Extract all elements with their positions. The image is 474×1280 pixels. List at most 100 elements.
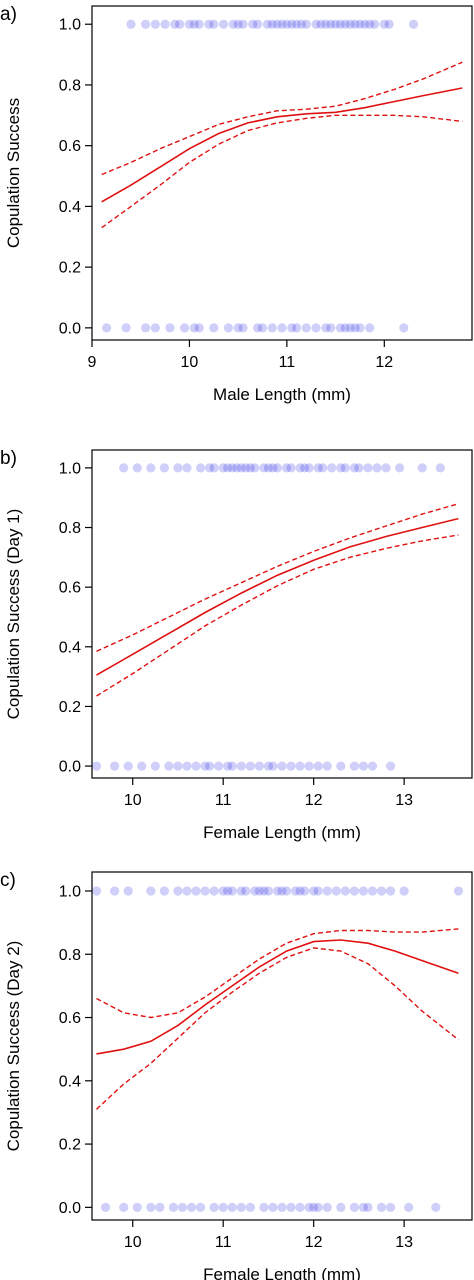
data-point bbox=[140, 19, 151, 29]
data-point bbox=[227, 1202, 237, 1212]
data-point bbox=[304, 463, 314, 473]
data-point bbox=[313, 463, 323, 473]
fit-line bbox=[96, 517, 459, 676]
data-point bbox=[146, 1202, 156, 1212]
data-point bbox=[281, 463, 292, 473]
data-point bbox=[126, 19, 136, 29]
data-point bbox=[223, 886, 233, 896]
data-point bbox=[282, 19, 292, 29]
data-point bbox=[349, 761, 359, 771]
data-point bbox=[365, 19, 375, 29]
data-point bbox=[236, 886, 246, 896]
data-point bbox=[194, 19, 204, 29]
y-tick-label: 0.0 bbox=[59, 1200, 81, 1217]
data-point bbox=[165, 323, 175, 333]
data-point bbox=[287, 19, 297, 29]
data-point bbox=[248, 19, 258, 29]
data-point bbox=[277, 886, 287, 896]
data-point bbox=[385, 1202, 396, 1212]
data-point bbox=[123, 761, 133, 771]
data-point bbox=[376, 1202, 387, 1212]
panel-b: b) 0.0 0.2 0.4 0.6 0.8 1.0 10 11 12 13 Female Lengt… bbox=[0, 448, 473, 842]
y-tick-label: 0.2 bbox=[59, 260, 81, 277]
data-point bbox=[295, 886, 305, 896]
x-tick-label: 11 bbox=[279, 354, 296, 371]
data-point bbox=[182, 463, 192, 473]
y-axis-title: Copulation Success bbox=[4, 98, 23, 248]
data-point bbox=[254, 886, 264, 896]
y-tick-label: 0.0 bbox=[59, 320, 81, 337]
data-point bbox=[311, 19, 321, 29]
data-point bbox=[336, 463, 346, 473]
data-point bbox=[102, 323, 112, 333]
y-tick-label: 0.4 bbox=[59, 199, 81, 216]
data-point bbox=[349, 886, 359, 896]
data-point bbox=[304, 761, 314, 771]
ci-upper-line bbox=[96, 928, 459, 1019]
data-point bbox=[150, 19, 160, 29]
data-point bbox=[146, 886, 156, 896]
data-point bbox=[431, 1202, 441, 1212]
data-point bbox=[408, 19, 419, 29]
data-point bbox=[204, 19, 214, 29]
data-point bbox=[123, 886, 133, 896]
data-point bbox=[417, 463, 427, 473]
data-point bbox=[435, 463, 445, 473]
data-point bbox=[296, 19, 307, 29]
data-point bbox=[245, 1202, 255, 1212]
data-point bbox=[286, 463, 296, 473]
data-point bbox=[268, 1202, 278, 1212]
data-point bbox=[349, 463, 359, 473]
x-tick-label: 10 bbox=[181, 354, 199, 371]
data-point bbox=[191, 886, 201, 896]
data-point bbox=[350, 19, 360, 29]
data-point bbox=[301, 19, 311, 29]
data-point bbox=[195, 1202, 206, 1212]
data-point bbox=[132, 1202, 142, 1212]
x-tick-label: 10 bbox=[124, 1234, 142, 1251]
plot-frame bbox=[91, 871, 473, 1221]
data-point bbox=[281, 886, 292, 896]
data-point bbox=[223, 463, 233, 473]
data-point bbox=[195, 463, 206, 473]
data-point bbox=[399, 886, 409, 896]
data-point bbox=[110, 886, 120, 896]
data-point bbox=[194, 323, 204, 333]
data-point bbox=[233, 19, 243, 29]
data-point bbox=[170, 19, 180, 29]
data-point bbox=[272, 463, 283, 473]
data-point bbox=[309, 886, 319, 896]
y-tick-label: 0.6 bbox=[59, 580, 81, 597]
data-point bbox=[160, 19, 170, 29]
plot-frame bbox=[91, 449, 473, 779]
data-point bbox=[159, 463, 169, 473]
data-point bbox=[173, 761, 183, 771]
data-point bbox=[322, 761, 332, 771]
data-point bbox=[354, 463, 364, 473]
data-point bbox=[177, 1202, 188, 1212]
x-tick-label: 10 bbox=[124, 792, 142, 809]
x-tick-label: 12 bbox=[375, 354, 393, 371]
data-point bbox=[250, 886, 260, 896]
data-point bbox=[322, 1202, 332, 1212]
data-point bbox=[290, 886, 301, 896]
data-point bbox=[358, 1202, 369, 1212]
panel-label: b) bbox=[0, 448, 17, 469]
data-point bbox=[236, 761, 246, 771]
data-point bbox=[205, 761, 215, 771]
data-point bbox=[381, 463, 391, 473]
data-point bbox=[268, 761, 278, 771]
fit-line bbox=[96, 939, 459, 1055]
data-point bbox=[300, 886, 310, 896]
data-point bbox=[309, 1202, 319, 1212]
data-point bbox=[209, 886, 219, 896]
data-point bbox=[223, 323, 234, 333]
data-point bbox=[262, 19, 272, 29]
data-point bbox=[236, 1202, 246, 1212]
data-point bbox=[209, 19, 219, 29]
x-tick-label: 13 bbox=[395, 792, 413, 809]
data-point bbox=[209, 1202, 219, 1212]
data-point bbox=[295, 761, 305, 771]
data-point bbox=[327, 463, 337, 473]
data-point bbox=[259, 1202, 269, 1212]
